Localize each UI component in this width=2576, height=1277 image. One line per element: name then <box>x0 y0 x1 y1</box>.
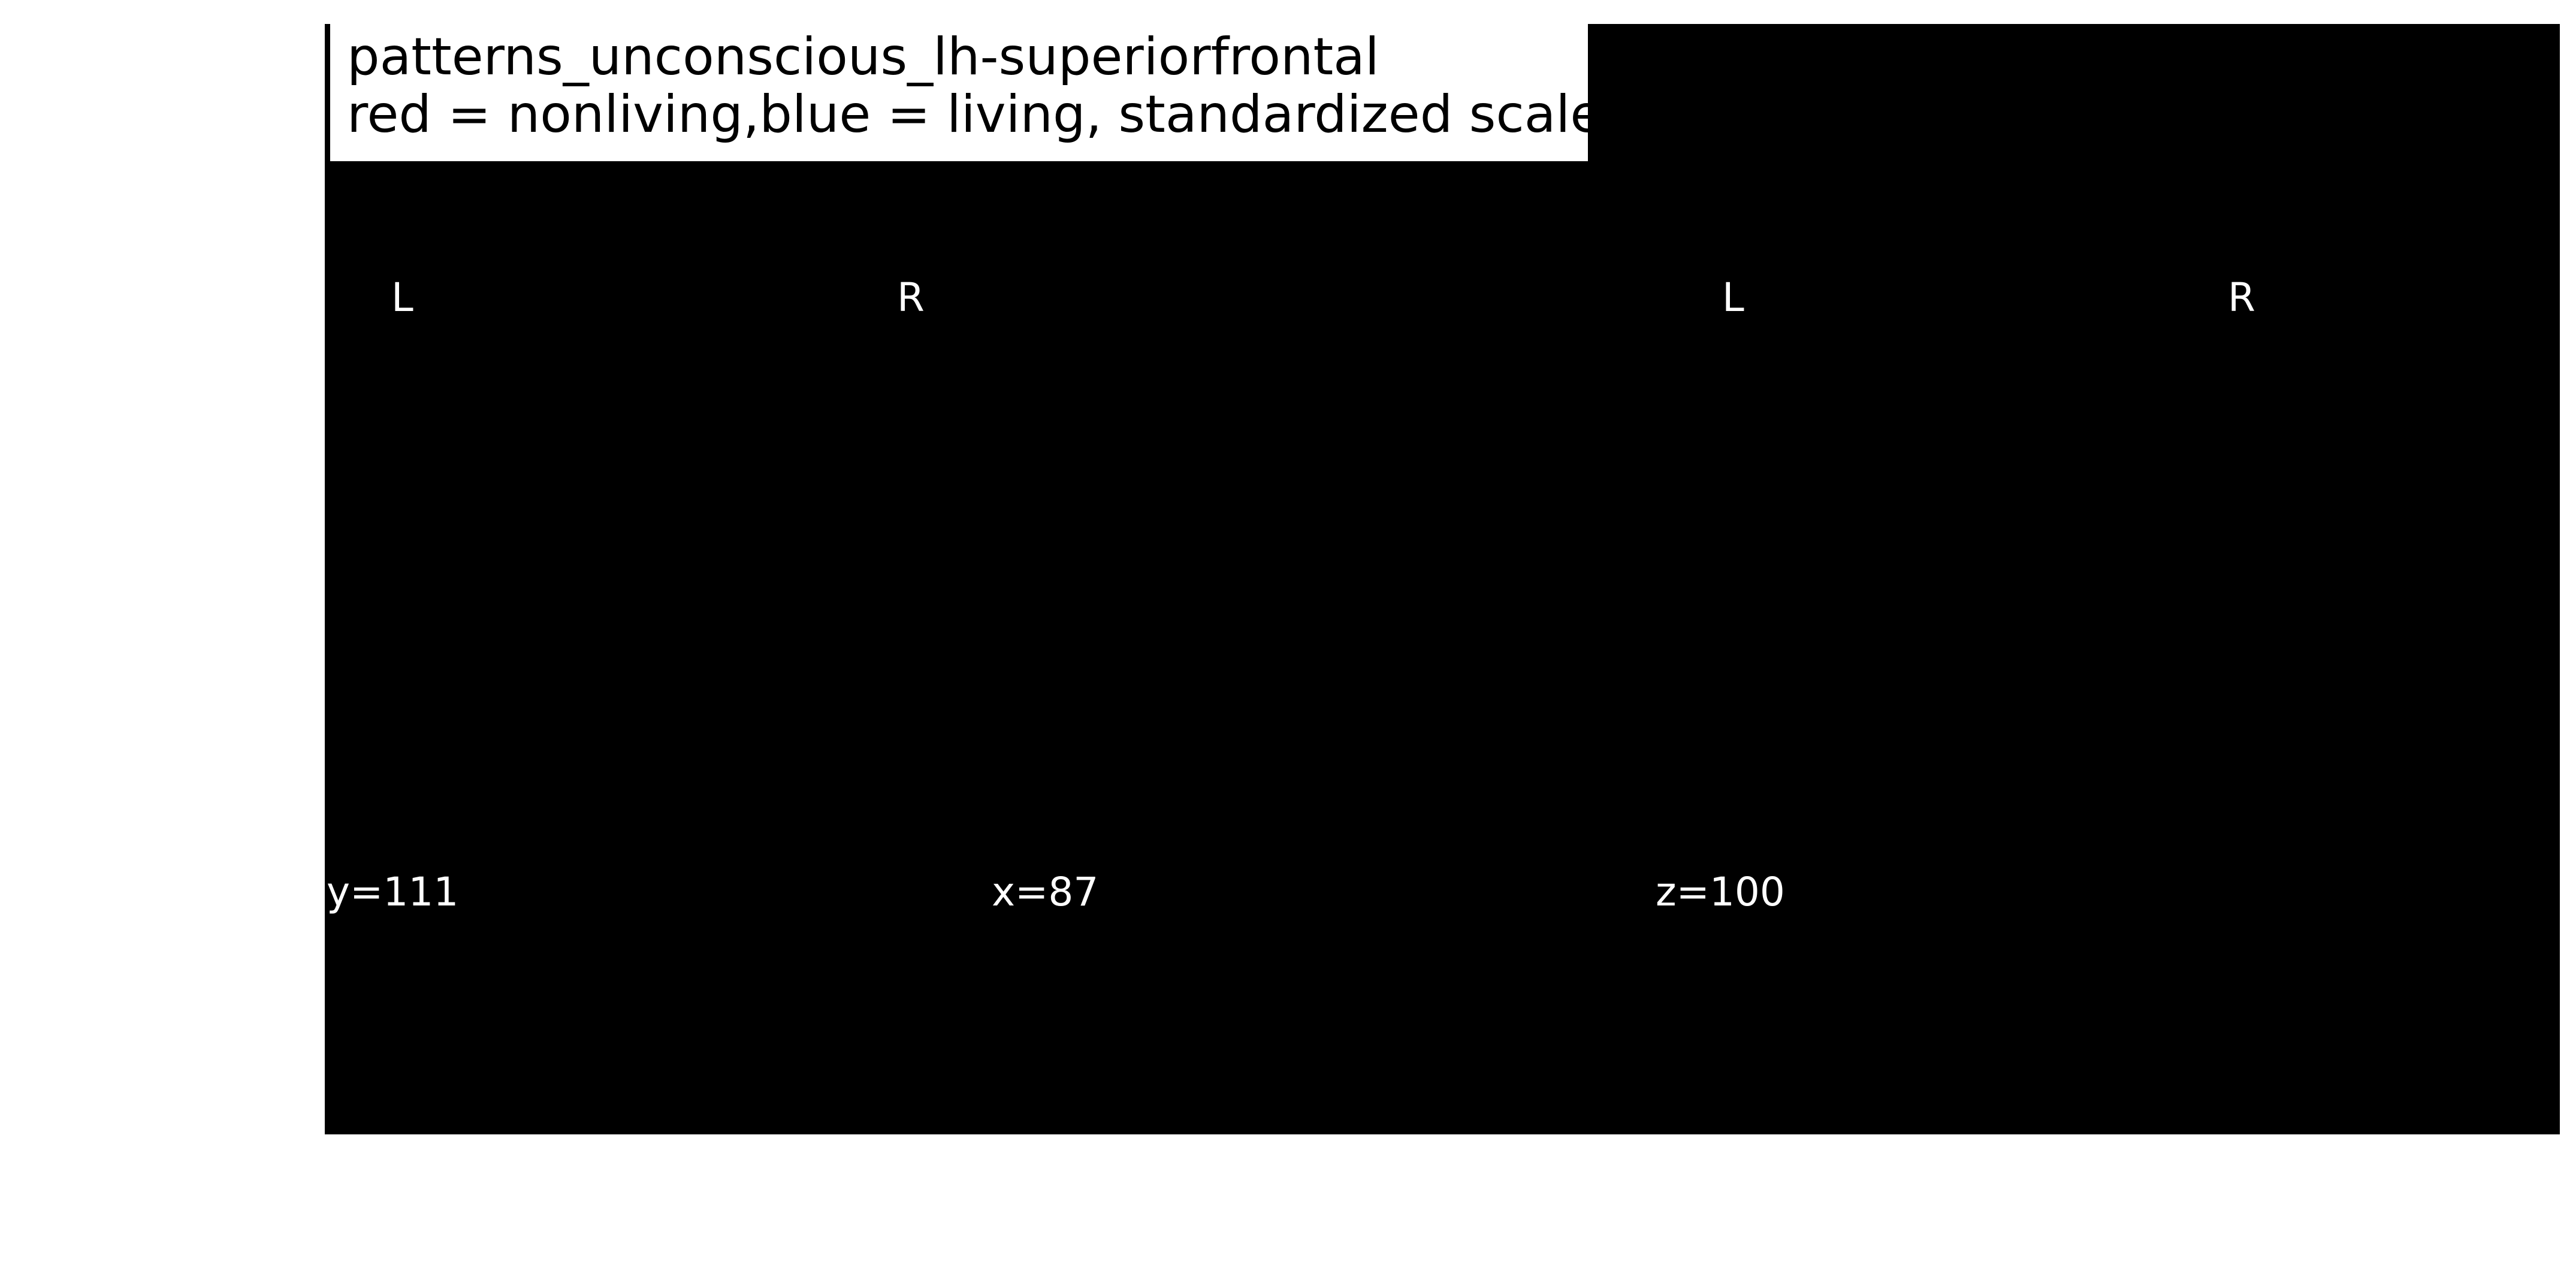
sagittal-coordinate-label: x=87 <box>992 869 1099 915</box>
coronal-coordinate-label: y=111 <box>327 869 459 915</box>
title-line-1: patterns_unconscious_lh-superiorfrontal <box>347 27 1379 87</box>
figure-title: patterns_unconscious_lh-superiorfrontal … <box>330 24 1602 161</box>
brain-slice-display <box>325 24 2560 1134</box>
axial-coordinate-label: z=100 <box>1656 869 1785 915</box>
slice-edge-marker <box>321 867 325 915</box>
orientation-label-right: R <box>2228 274 2255 321</box>
orientation-label-left: L <box>1722 274 1744 321</box>
orientation-label-right: R <box>897 274 925 321</box>
title-line-2: red = nonliving,blue = living, standardi… <box>347 84 1602 144</box>
orientation-label-left: L <box>391 274 413 321</box>
